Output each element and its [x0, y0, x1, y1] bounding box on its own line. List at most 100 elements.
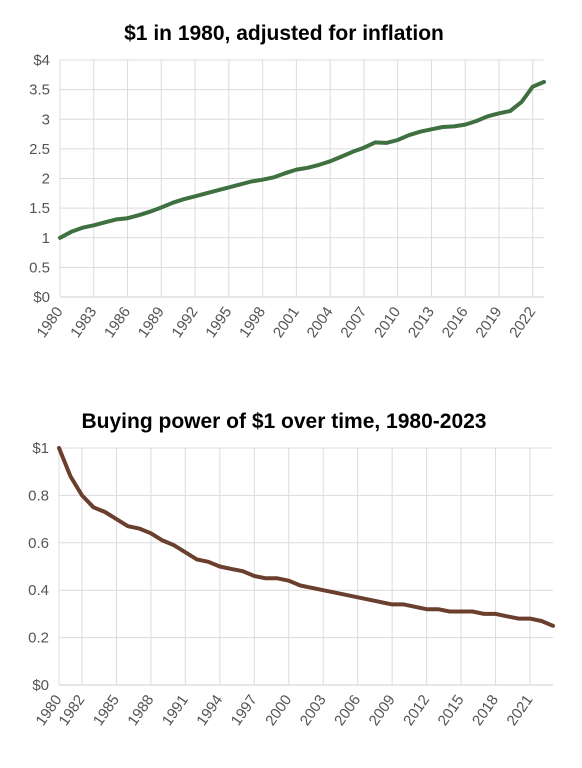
x-tick-label: 1995	[202, 304, 235, 341]
data-point	[171, 201, 175, 205]
y-tick-label: $4	[33, 52, 50, 69]
data-point	[204, 191, 208, 195]
data-point	[149, 531, 153, 535]
data-point	[356, 595, 360, 599]
data-point	[182, 197, 186, 201]
x-tick-label: 1994	[193, 692, 226, 729]
data-point	[471, 610, 475, 614]
x-tick-label: 1980	[33, 304, 66, 341]
y-tick-label: 0.4	[28, 582, 49, 599]
data-point	[373, 140, 377, 144]
data-point	[159, 206, 163, 210]
data-point	[486, 114, 490, 118]
data-point	[459, 610, 463, 614]
data-point	[508, 109, 512, 113]
x-tick-label: 2012	[400, 692, 433, 729]
data-point	[317, 163, 321, 167]
data-point	[542, 80, 546, 84]
data-point	[306, 166, 310, 170]
data-point	[402, 602, 406, 606]
data-point	[238, 182, 242, 186]
data-point	[407, 133, 411, 137]
data-point	[436, 607, 440, 611]
data-points	[57, 446, 555, 628]
data-point	[321, 588, 325, 592]
y-tick-labels: $0 0.5 1 1.5 2 2.5 3 3.5 $4	[29, 52, 50, 306]
data-point	[103, 510, 107, 514]
data-point	[328, 159, 332, 163]
data-point	[227, 185, 231, 189]
y-tick-label: 2.5	[29, 141, 50, 158]
data-point	[114, 517, 118, 521]
data-point	[264, 576, 268, 580]
x-tick-label: 1989	[135, 304, 168, 341]
y-tick-label: 2	[42, 171, 50, 188]
data-point	[362, 146, 366, 150]
data-point	[283, 171, 287, 175]
x-tick-label: 2013	[405, 304, 438, 341]
data-point	[367, 598, 371, 602]
data-point	[351, 150, 355, 154]
x-tick-label: 2006	[331, 692, 364, 729]
data-point	[413, 605, 417, 609]
data-point	[195, 557, 199, 561]
data-point	[310, 586, 314, 590]
data-point	[463, 123, 467, 127]
data-point	[396, 138, 400, 142]
data-point	[229, 567, 233, 571]
x-tick-label: 1991	[159, 692, 192, 729]
data-point	[183, 550, 187, 554]
data-point	[80, 493, 84, 497]
y-tick-label: 0.8	[28, 487, 49, 504]
x-tick-label: 2004	[304, 304, 337, 341]
data-point	[429, 127, 433, 131]
data-point	[249, 180, 253, 184]
chart-title: Buying power of $1 over time, 1980-2023	[82, 410, 487, 433]
data-point	[505, 614, 509, 618]
data-point	[497, 111, 501, 115]
series-line	[57, 446, 555, 628]
x-tick-label: 2003	[297, 692, 330, 729]
x-tick-label: 1986	[101, 304, 134, 341]
x-tick-label: 2019	[472, 304, 505, 341]
data-point	[252, 574, 256, 578]
data-point	[272, 175, 276, 179]
x-tick-label: 1997	[228, 692, 261, 729]
data-point	[333, 591, 337, 595]
grid	[58, 447, 553, 686]
data-point	[448, 610, 452, 614]
y-tick-label: 1	[42, 230, 50, 247]
data-point	[148, 210, 152, 214]
data-point	[475, 119, 479, 123]
data-point	[92, 505, 96, 509]
data-point	[172, 543, 176, 547]
x-tick-label: 1982	[55, 692, 88, 729]
data-point	[425, 607, 429, 611]
data-point	[57, 446, 61, 450]
data-point	[114, 217, 118, 221]
data-point	[69, 474, 73, 478]
inflation-chart: $1 in 1980, adjusted for inflation $0 0.5…	[29, 22, 546, 341]
data-point	[287, 579, 291, 583]
data-point	[69, 230, 73, 234]
x-tick-label: 2015	[435, 692, 468, 729]
x-tick-label: 2001	[270, 304, 303, 341]
data-point	[206, 560, 210, 564]
data-point	[216, 188, 220, 192]
data-point	[339, 155, 343, 159]
y-tick-label: 1.5	[29, 200, 50, 217]
data-point	[298, 584, 302, 588]
data-point	[441, 125, 445, 129]
x-tick-label: 1983	[67, 304, 100, 341]
x-tick-label: 2016	[439, 304, 472, 341]
x-tick-label: 1998	[236, 304, 269, 341]
data-point	[384, 141, 388, 145]
data-point	[379, 600, 383, 604]
data-point	[294, 168, 298, 172]
x-tick-label: 2009	[366, 692, 399, 729]
buying-power-chart-svg: Buying power of $1 over time, 1980-2023 …	[28, 410, 555, 729]
data-point	[517, 617, 521, 621]
x-tick-label: 2007	[337, 304, 370, 341]
data-point	[58, 236, 62, 240]
